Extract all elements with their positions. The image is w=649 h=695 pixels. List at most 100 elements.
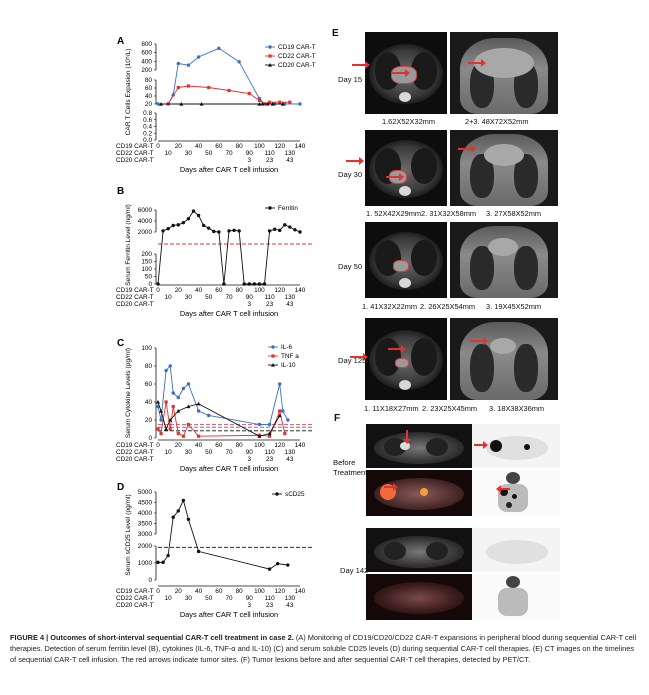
x-tick-label: 43 — [286, 602, 294, 609]
tumor-arrow-icon — [406, 430, 408, 440]
y-tick-label: 600 — [141, 50, 152, 57]
axis-row-label: CD22 CAR-T — [116, 595, 154, 602]
data-point — [161, 229, 165, 233]
data-point — [156, 400, 160, 404]
y-tick-label: 0 — [148, 435, 152, 442]
x-tick-label: 70 — [225, 150, 233, 157]
x-tick-label: 50 — [205, 294, 213, 301]
pet-ct-axial-day142 — [366, 528, 472, 572]
pet-ct-fused-day142 — [366, 574, 472, 620]
legend-label: IL-6 — [281, 344, 292, 351]
y-tick-label: 3000 — [138, 531, 153, 538]
x-tick-label: 43 — [286, 456, 294, 463]
x-tick-label: 90 — [246, 449, 254, 456]
day-label: Day 15 — [338, 75, 363, 84]
data-point — [271, 363, 275, 367]
data-point — [196, 55, 201, 59]
x-tick-label: 3 — [248, 456, 252, 463]
tumor-arrow-icon — [386, 173, 404, 181]
measurement-text: 1. 11X18X27mm — [364, 404, 419, 413]
measurement-text: 1. 41X32X22mm — [362, 302, 418, 311]
legend-label: CD22 CAR-T — [278, 53, 316, 60]
y-tick-label: 60 — [145, 381, 153, 388]
x-tick-label: 23 — [266, 456, 274, 463]
data-point — [171, 223, 175, 228]
axis-row-label: CD20 CAR-T — [116, 157, 154, 164]
panel-label-b: B — [117, 186, 124, 197]
y-tick-label: 150 — [141, 259, 152, 266]
x-tick-label: 60 — [215, 287, 223, 294]
data-point — [267, 434, 272, 438]
data-point — [227, 88, 231, 93]
data-point — [278, 382, 282, 386]
x-tick-label: 110 — [264, 595, 275, 602]
x-tick-label: 140 — [295, 287, 306, 294]
data-point — [257, 434, 262, 438]
x-tick-label: 120 — [274, 143, 285, 150]
x-tick-label: 80 — [236, 287, 244, 294]
x-tick-label: 23 — [266, 301, 274, 308]
y-tick-label: 4500 — [138, 500, 153, 507]
data-point — [166, 227, 170, 231]
axis-row-label: CD19 CAR-T — [116, 143, 154, 150]
measurement-text: 3. 18X38X36mm — [489, 404, 545, 413]
data-point — [257, 422, 262, 427]
data-point — [265, 101, 270, 106]
x-tick-label: 100 — [254, 287, 265, 294]
data-point — [156, 427, 160, 431]
day-label: Day 125 — [338, 356, 367, 365]
y-tick-label: 100 — [141, 266, 152, 273]
caption-title: FIGURE 4 | Outcomes of short-interval se… — [10, 633, 294, 642]
measurement-text: 2. 31X32X58mm — [421, 209, 477, 218]
data-point — [181, 498, 186, 503]
data-point — [171, 515, 175, 519]
day-label: Day 30 — [338, 170, 363, 179]
y-tick-label: 20 — [145, 101, 153, 108]
x-tick-label: 140 — [295, 442, 306, 449]
x-tick-label: 60 — [215, 143, 223, 150]
y-tick-label: 0 — [148, 577, 152, 584]
x-tick-label: 20 — [175, 588, 183, 595]
data-point — [278, 100, 282, 104]
series-line — [157, 364, 289, 425]
y-tick-label: 0 — [148, 281, 152, 288]
data-point — [267, 431, 272, 436]
data-point — [201, 223, 206, 228]
y-tick-label: 0.2 — [143, 130, 152, 137]
x-tick-label: 0 — [156, 287, 160, 294]
panel-e: E — [332, 28, 564, 448]
x-tick-label: 23 — [266, 157, 274, 164]
x-tick-label: 40 — [195, 588, 203, 595]
ct-axial-image — [365, 318, 447, 400]
before-treatment-label: Before Treatment — [333, 458, 368, 477]
y-axis-title: Serum Ferritin Level (ng/ml) — [125, 204, 132, 286]
data-point — [164, 368, 168, 373]
pet-axial-before — [472, 424, 560, 468]
ct-coronal-image — [450, 32, 558, 114]
tumor-arrow-icon — [470, 337, 488, 345]
data-point — [275, 561, 280, 566]
measurement-text: 1. 52X42X29mm — [366, 209, 422, 218]
data-point — [268, 54, 272, 58]
x-axis-title: Days after CAR T cell infusion — [180, 309, 278, 318]
x-tick-label: 110 — [264, 150, 275, 157]
y-axis-title: Serum Cytokine Levels (pg/ml) — [125, 348, 132, 438]
y-tick-label: 60 — [145, 85, 153, 92]
data-point — [275, 492, 279, 496]
data-point — [159, 418, 163, 422]
x-tick-label: 120 — [274, 442, 285, 449]
legend-label: IL-10 — [281, 362, 296, 369]
x-tick-label: 40 — [195, 287, 203, 294]
x-tick-label: 43 — [286, 301, 294, 308]
data-point — [257, 98, 262, 102]
y-tick-label: 0.0 — [143, 137, 152, 144]
data-point — [159, 409, 164, 413]
day142-label: Day 142 — [340, 566, 369, 575]
y-tick-label: 40 — [145, 399, 153, 406]
x-tick-label: 0 — [156, 588, 160, 595]
pet-ct-axial-before — [366, 424, 472, 468]
data-point — [281, 409, 285, 413]
data-point — [196, 401, 201, 406]
x-tick-label: 90 — [246, 595, 254, 602]
